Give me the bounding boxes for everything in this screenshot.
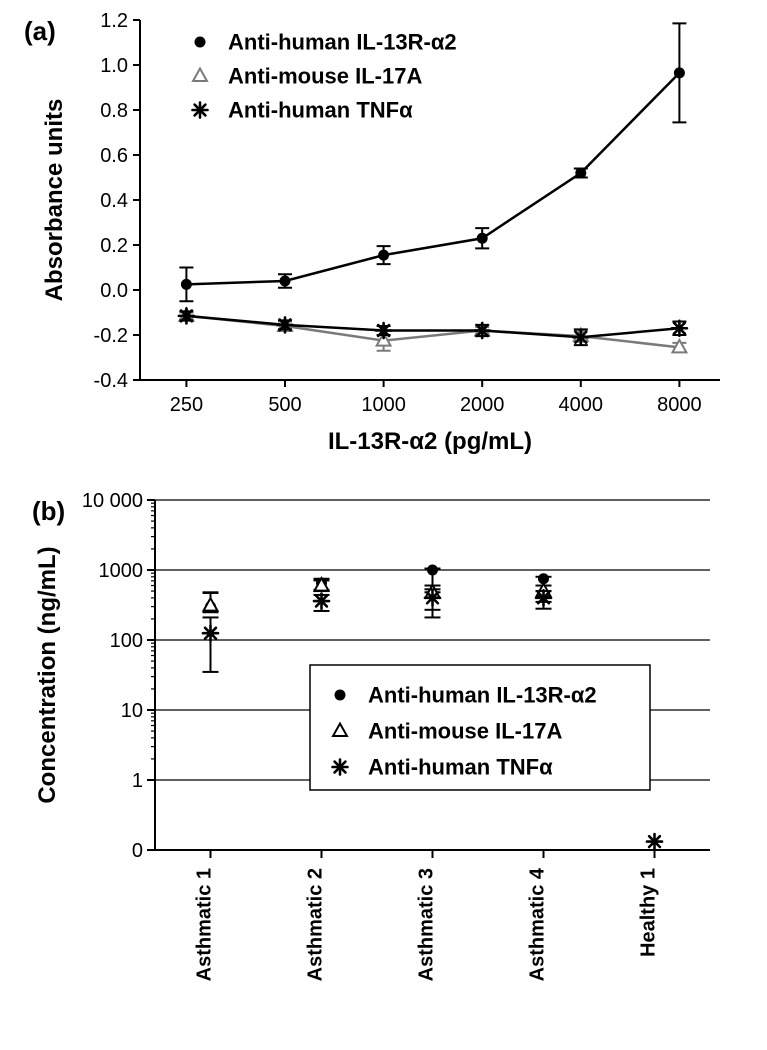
svg-text:10 000: 10 000 — [82, 490, 143, 512]
svg-text:0: 0 — [132, 840, 143, 862]
panel-b-chart: (b) 0 1 10 100 1000 10 000 Asthmatic 1 Asthmatic… — [0, 480, 767, 1050]
svg-text:1: 1 — [132, 770, 143, 792]
svg-text:4000: 4000 — [559, 394, 604, 416]
svg-text:Anti-human IL-13R-α2: Anti-human IL-13R-α2 — [368, 683, 597, 708]
svg-text:IL-13R-α2 (pg/mL): IL-13R-α2 (pg/mL) — [328, 428, 532, 455]
svg-text:250: 250 — [170, 394, 203, 416]
panel-a-chart: (a) -0.4 -0.2 0.0 0.2 0.4 0.6 0.8 1.0 1.2 250 500 10… — [0, 0, 767, 480]
svg-text:100: 100 — [110, 630, 143, 652]
svg-text:Asthmatic 1: Asthmatic 1 — [194, 868, 216, 981]
svg-text:2000: 2000 — [460, 394, 505, 416]
svg-text:(a): (a) — [24, 16, 56, 46]
svg-text:Asthmatic 2: Asthmatic 2 — [305, 868, 327, 981]
svg-text:1000: 1000 — [99, 560, 144, 582]
svg-text:-0.4: -0.4 — [94, 370, 128, 392]
svg-text:1000: 1000 — [361, 394, 406, 416]
svg-text:-0.2: -0.2 — [94, 325, 128, 347]
svg-text:Anti-human TNFα: Anti-human TNFα — [368, 755, 553, 780]
svg-text:Anti-mouse IL-17A: Anti-mouse IL-17A — [228, 64, 422, 89]
svg-text:Absorbance units: Absorbance units — [41, 99, 68, 302]
svg-text:Concentration (ng/mL): Concentration (ng/mL) — [34, 546, 61, 803]
svg-text:10: 10 — [121, 700, 143, 722]
svg-text:1.0: 1.0 — [100, 55, 128, 77]
svg-text:Healthy 1: Healthy 1 — [638, 868, 660, 957]
svg-text:Asthmatic 3: Asthmatic 3 — [416, 868, 438, 981]
svg-text:Anti-mouse IL-17A: Anti-mouse IL-17A — [368, 719, 562, 744]
svg-text:1.2: 1.2 — [100, 10, 128, 32]
svg-text:0.6: 0.6 — [100, 145, 128, 167]
svg-text:0.8: 0.8 — [100, 100, 128, 122]
svg-text:500: 500 — [268, 394, 301, 416]
svg-text:8000: 8000 — [657, 394, 702, 416]
svg-text:Asthmatic 4: Asthmatic 4 — [527, 867, 549, 981]
svg-text:0.0: 0.0 — [100, 280, 128, 302]
svg-text:Anti-human TNFα: Anti-human TNFα — [228, 98, 413, 123]
svg-text:0.2: 0.2 — [100, 235, 128, 257]
svg-text:Anti-human IL-13R-α2: Anti-human IL-13R-α2 — [228, 30, 457, 55]
svg-text:(b): (b) — [32, 496, 65, 526]
svg-text:0.4: 0.4 — [100, 190, 128, 212]
